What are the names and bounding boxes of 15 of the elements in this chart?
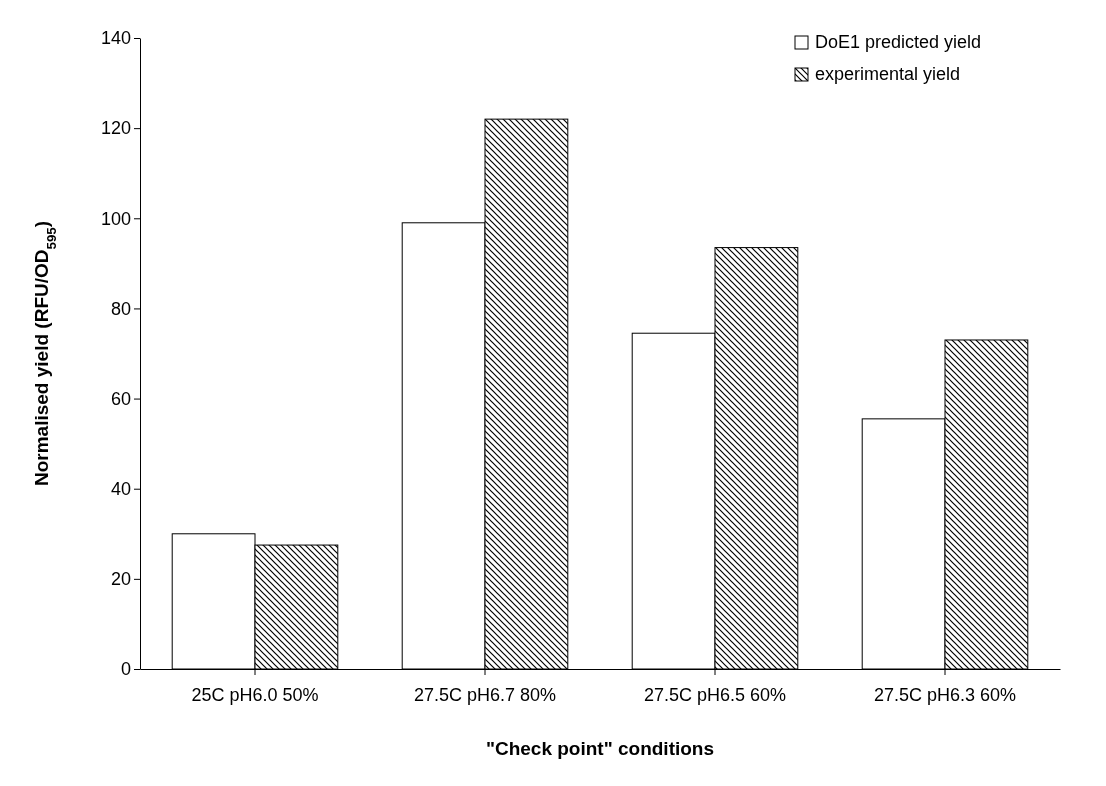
y-tick-label: 60 [110,388,131,409]
legend-label: DoE1 predicted yield [815,32,982,52]
x-tick-label: 27.5C pH6.7 80% [413,685,557,706]
x-tick-label: 27.5C pH6.3 60% [873,685,1017,706]
x-tick-label: 25C pH6.0 50% [191,685,319,706]
y-tick-label: 0 [120,659,131,680]
y-tick-label: 80 [110,298,131,319]
y-tick-label: 40 [110,478,131,499]
y-tick-label: 120 [100,118,131,139]
y-tick-label: 20 [110,569,131,590]
x-tick-label: 27.5C pH6.5 60% [643,685,787,706]
y-tick-label: 140 [100,28,131,49]
x-axis-title: "Check point" conditions [485,738,715,759]
y-tick-label: 100 [100,208,131,229]
legend-label: experimental yield [815,64,961,84]
